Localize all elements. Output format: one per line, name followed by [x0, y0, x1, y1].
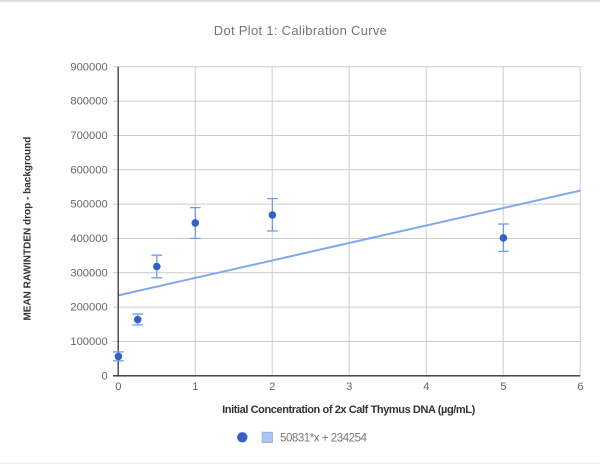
svg-text:Dot Plot 1: Calibration Curve: Dot Plot 1: Calibration Curve	[214, 23, 387, 38]
svg-text:3: 3	[346, 381, 352, 393]
svg-text:50831*x + 234254: 50831*x + 234254	[280, 433, 368, 445]
svg-text:500000: 500000	[70, 199, 107, 211]
svg-text:100000: 100000	[70, 336, 107, 348]
svg-text:5: 5	[500, 381, 506, 393]
svg-text:6: 6	[577, 381, 583, 393]
svg-text:300000: 300000	[70, 267, 107, 279]
svg-text:1: 1	[192, 381, 198, 393]
svg-text:2: 2	[269, 381, 275, 393]
svg-text:600000: 600000	[70, 164, 107, 176]
svg-text:MEAN RAWINTDEN drop - backgrou: MEAN RAWINTDEN drop - background	[23, 137, 34, 321]
svg-text:700000: 700000	[70, 130, 107, 142]
svg-text:200000: 200000	[70, 302, 107, 314]
svg-text:Initial Concentration of 2x Ca: Initial Concentration of 2x Calf Thymus …	[222, 404, 475, 416]
svg-text:800000: 800000	[70, 96, 107, 108]
svg-text:0: 0	[101, 370, 107, 382]
svg-text:0: 0	[115, 381, 121, 393]
svg-text:400000: 400000	[70, 233, 107, 245]
svg-text:4: 4	[423, 381, 429, 393]
svg-text:900000: 900000	[70, 61, 107, 73]
